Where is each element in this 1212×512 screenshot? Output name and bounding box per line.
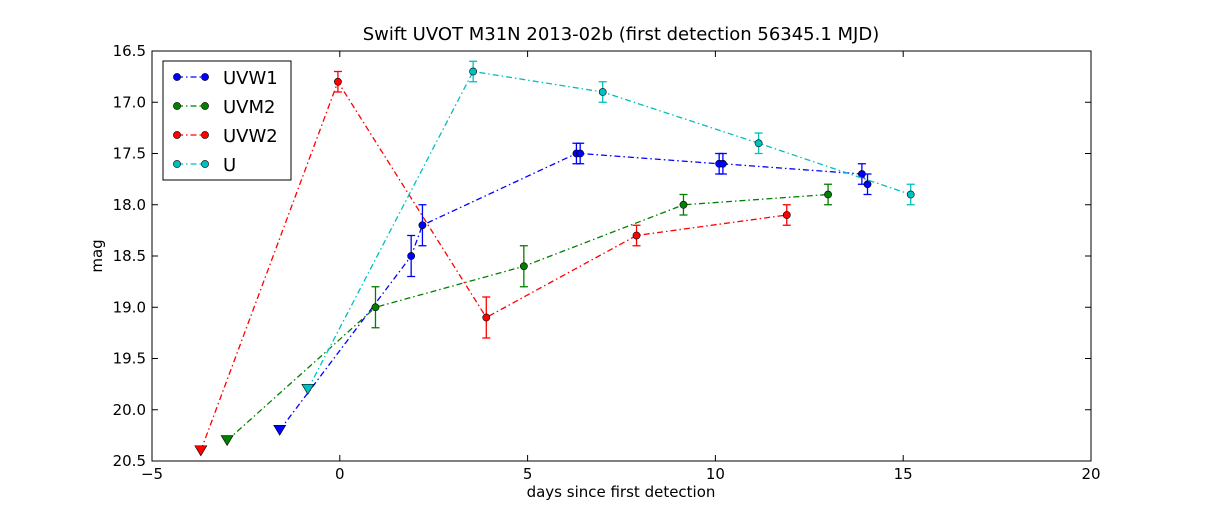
y-tick-label: 19.5: [113, 350, 146, 368]
y-tick-label: 20.0: [113, 401, 146, 419]
data-point: [418, 221, 427, 230]
upper-limit-marker: [220, 435, 234, 447]
series-uvw2: [194, 70, 791, 457]
legend-label: UVW1: [223, 68, 278, 89]
legend-marker: [173, 131, 181, 139]
series-u: [301, 60, 915, 395]
y-tick-label: 20.5: [113, 452, 146, 470]
x-tick-label: 15: [894, 465, 913, 483]
x-tick-label: −5: [141, 465, 163, 483]
legend-label: UVW2: [223, 126, 278, 147]
y-tick-label: 18.5: [113, 247, 146, 265]
x-tick-label: 20: [1081, 465, 1100, 483]
chart-title: Swift UVOT M31N 2013-02b (first detectio…: [363, 24, 880, 45]
upper-limit-marker: [273, 424, 287, 436]
y-tick-label: 19.0: [113, 298, 146, 316]
series-uvm2: [220, 183, 833, 447]
legend: UVW1 UVM2 UVW2 U: [162, 60, 292, 181]
data-point: [679, 200, 688, 209]
y-tick-label: 17.0: [113, 93, 146, 111]
plot-frame: [151, 50, 1092, 462]
legend-box: [162, 60, 292, 181]
legend-item-uvw2: UVW2: [173, 126, 278, 147]
legend-marker: [173, 102, 181, 110]
upper-limit-marker: [301, 383, 315, 395]
y-tick-label: 17.5: [113, 145, 146, 163]
data-point: [576, 149, 585, 158]
series-line-u: [307, 70, 911, 390]
series-line-uvw1: [279, 152, 869, 431]
y-tick-label: 18.0: [113, 196, 146, 214]
series-line-uvm2: [226, 193, 829, 441]
data-point: [863, 180, 872, 189]
data-point: [469, 67, 478, 76]
y-tick-label: 16.5: [113, 42, 146, 60]
legend-item-uvw1: UVW1: [173, 68, 278, 89]
data-point: [632, 231, 641, 240]
x-tick-label: 0: [335, 465, 345, 483]
data-point: [371, 303, 380, 312]
upper-limit-marker: [194, 445, 208, 457]
x-axis-label: days since first detection: [527, 483, 716, 501]
legend-marker: [201, 102, 209, 110]
legend-label: U: [223, 155, 236, 176]
x-tick-label: 5: [523, 465, 533, 483]
series-line-uvw2: [200, 80, 787, 451]
data-point: [782, 211, 791, 219]
legend-label: UVM2: [223, 97, 275, 118]
data-point: [334, 77, 342, 86]
legend-marker: [173, 160, 181, 168]
legend-marker: [201, 131, 209, 139]
x-tick-label: 10: [706, 465, 725, 483]
legend-marker: [201, 160, 209, 168]
legend-item-uvm2: UVM2: [173, 97, 275, 118]
data-point: [519, 262, 528, 271]
y-axis-label: mag: [88, 239, 106, 272]
data-point: [719, 159, 727, 168]
legend-item-u: U: [173, 155, 236, 176]
data-point: [824, 190, 832, 199]
data-point: [407, 252, 416, 260]
legend-marker: [201, 73, 209, 81]
data-point: [906, 190, 915, 199]
data-point: [598, 88, 607, 96]
data-point: [482, 313, 491, 322]
data-point: [754, 139, 763, 148]
series-uvw1: [273, 142, 872, 436]
legend-marker: [173, 73, 181, 81]
